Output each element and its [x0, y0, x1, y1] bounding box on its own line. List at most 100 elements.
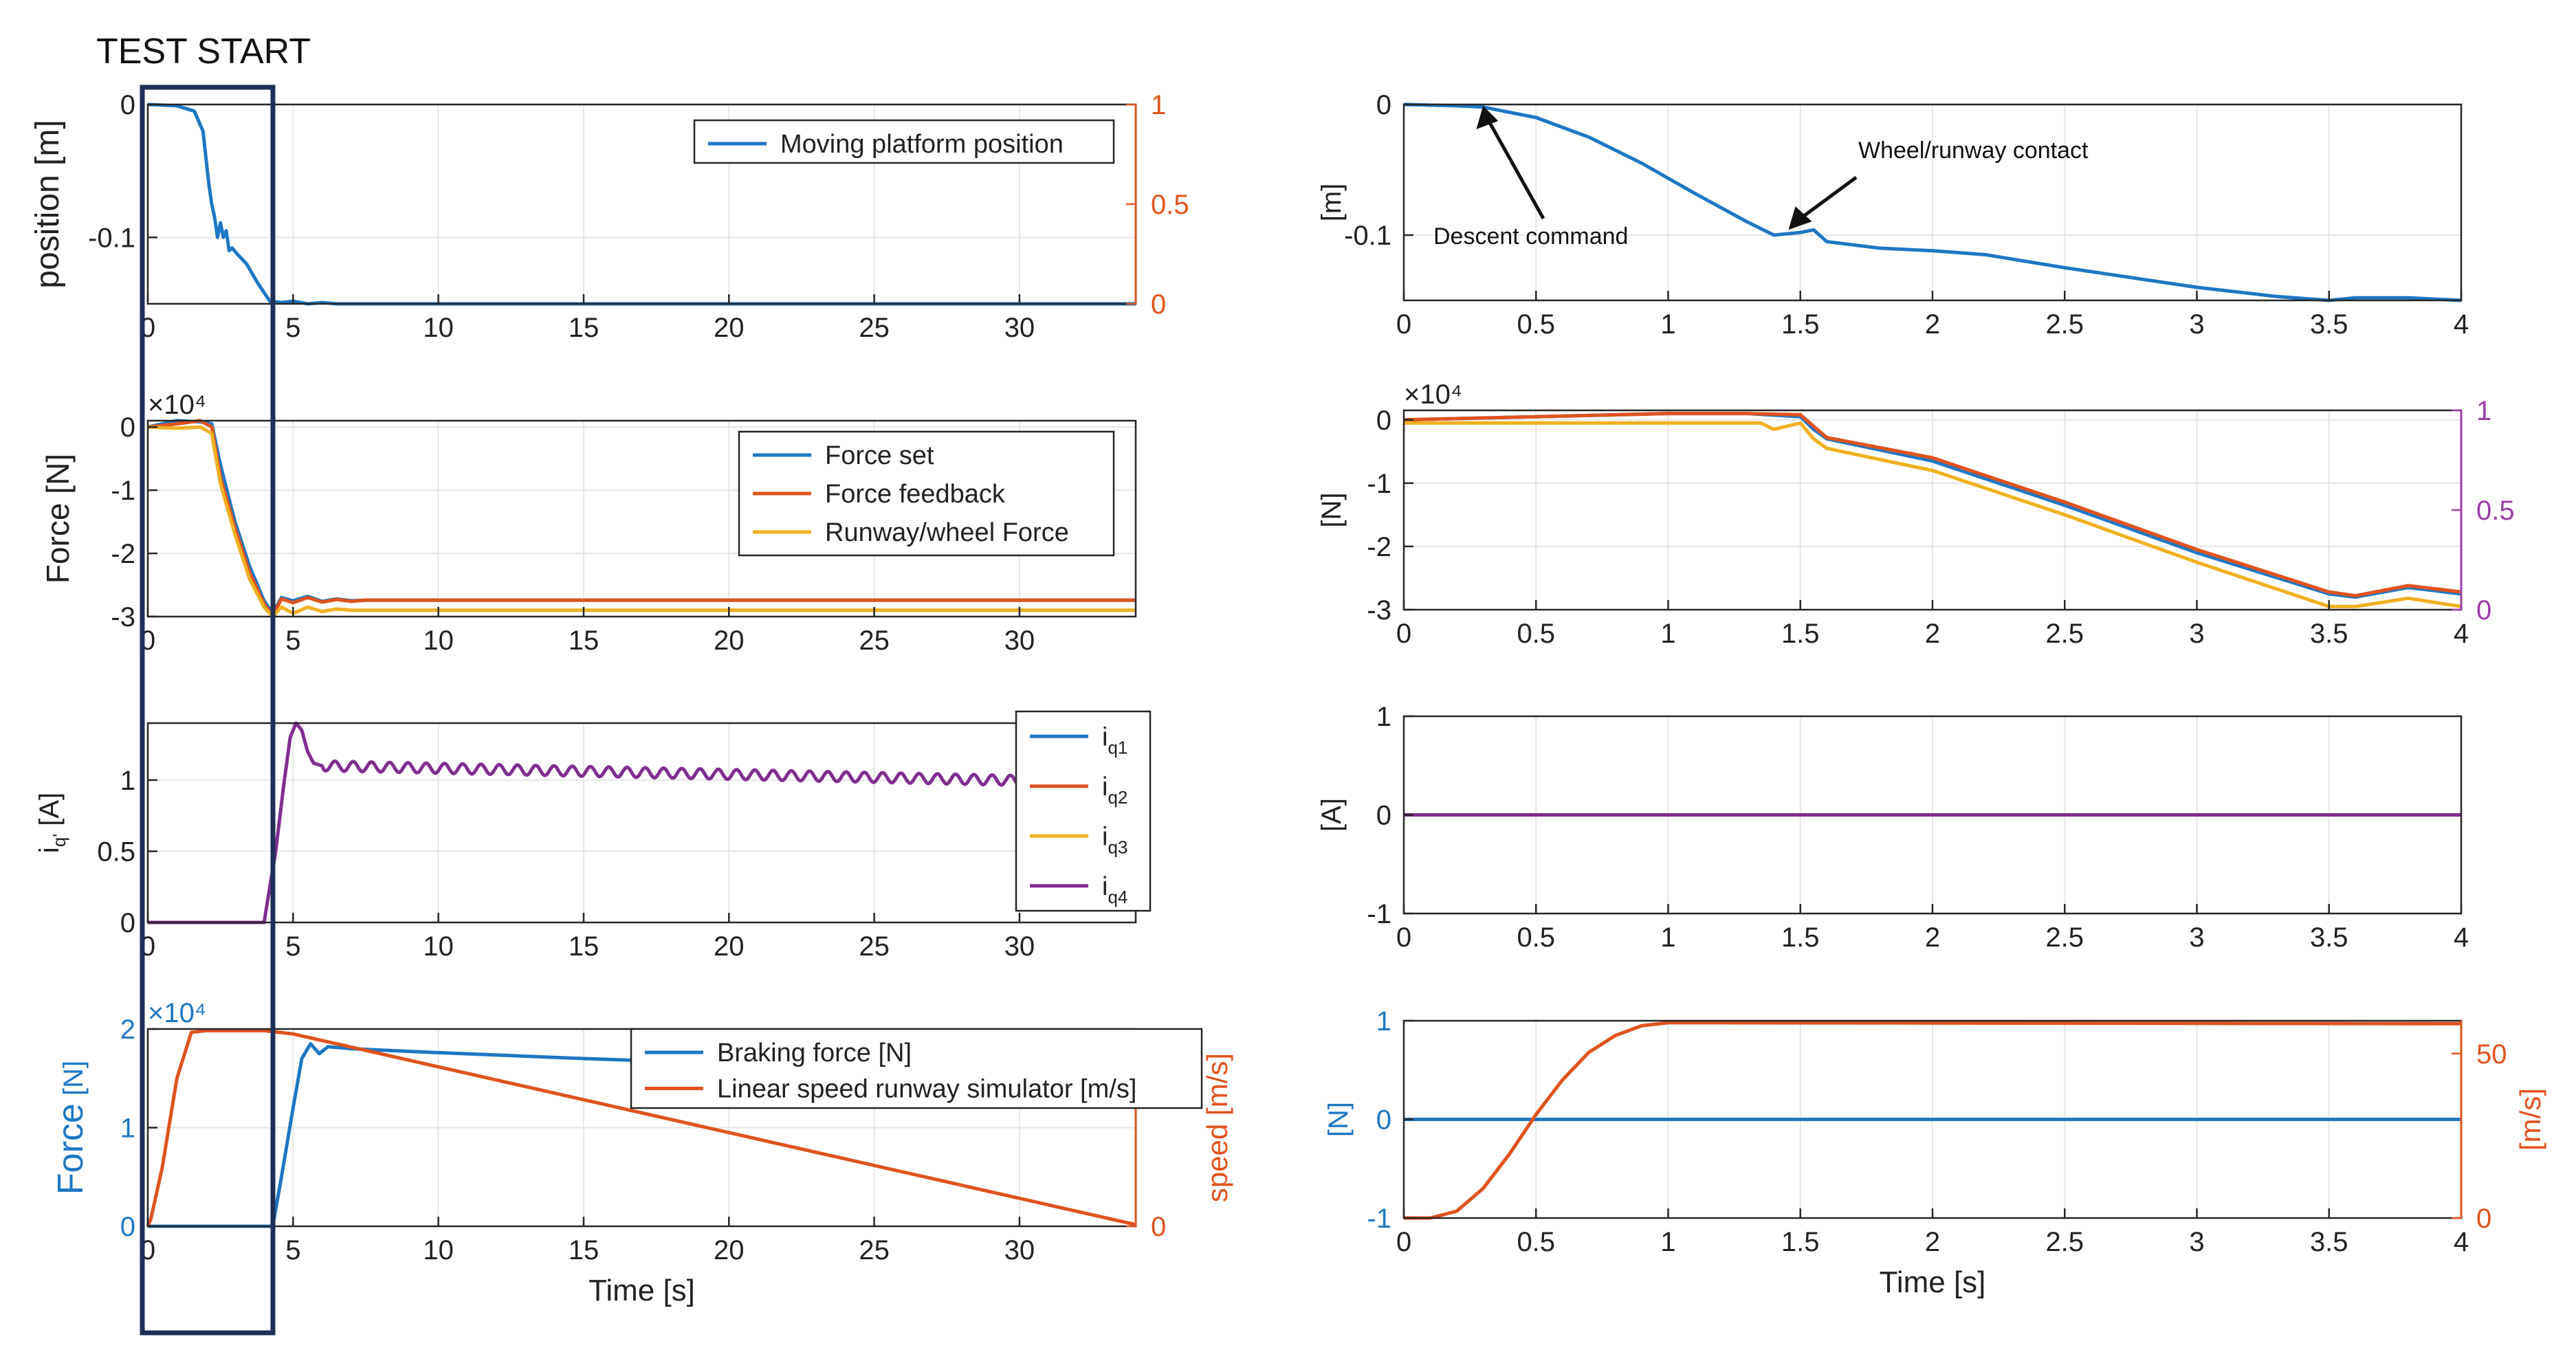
series-line-force-feedback — [1403, 412, 2462, 598]
y2-tick-label: 0.5 — [2476, 496, 2515, 526]
annotation-arrowhead — [1476, 106, 1499, 129]
series-line-linear-speed-runway-simulator-m-s- — [146, 1028, 1136, 1228]
x-tick-label: 3 — [2189, 1227, 2204, 1257]
x-tick-label: 15 — [569, 626, 599, 656]
x-tick-label: 10 — [423, 1235, 454, 1265]
x-tick-label: 1.5 — [1781, 922, 1820, 953]
x-tick-label: 30 — [1004, 931, 1035, 962]
y-axis-label-sub: q' — [49, 834, 69, 847]
legend-label-sub: q3 — [1108, 837, 1127, 857]
x-tick-label: 20 — [714, 313, 745, 343]
chart-r2: 0 0.5 1 1.5 2 2.5 3 3.5 40-1-2-310.50×10⁴[N] — [1317, 379, 2515, 649]
legend-label: iq2 — [1102, 773, 1127, 808]
y-tick-label: 0 — [120, 1212, 135, 1242]
y-axis-label: [m] — [1317, 184, 1347, 222]
x-tick-label: 0 — [1396, 619, 1411, 649]
y-tick-label: 2 — [120, 1015, 135, 1045]
x-tick-label: 25 — [859, 931, 890, 962]
legend: Braking force [N] Linear speed runway sim… — [630, 1028, 1203, 1109]
x-axis-label: Time [s] — [588, 1274, 695, 1307]
legend-label-main: i — [1102, 722, 1108, 751]
y-tick-label: -3 — [1367, 595, 1391, 626]
y2-tick-label: 0 — [2476, 1204, 2491, 1234]
y-tick-label: -1 — [1367, 899, 1391, 929]
x-tick-label: 2.5 — [2045, 309, 2084, 340]
y2-tick-label: 0.5 — [1151, 190, 1189, 220]
x-tick-label: 3 — [2189, 309, 2204, 340]
annotation-arrow — [1797, 175, 1858, 222]
legend-label: Force feedback — [825, 480, 1006, 509]
y-tick-label: 0 — [120, 90, 135, 120]
x-tick-label: 30 — [1004, 1235, 1035, 1265]
test-start-label: TEST START — [96, 32, 311, 71]
legend-label-main: Braking force [N] — [717, 1039, 912, 1067]
x-tick-label: 3 — [2189, 619, 2204, 649]
y-tick-label: 0.5 — [97, 837, 135, 867]
y-tick-label: -2 — [111, 539, 135, 569]
y-tick-label: -3 — [111, 602, 135, 632]
y-tick-label: 0 — [120, 412, 135, 443]
series-line-runway-wheel-force — [1404, 421, 2462, 608]
y-axis-label-main: Force — [51, 1103, 91, 1195]
y-axis-label-main: i — [34, 847, 65, 853]
x-tick-label: 2.5 — [2045, 619, 2084, 649]
x-tick-label: 30 — [1004, 313, 1035, 343]
y-tick-label: 0 — [1376, 406, 1391, 436]
annotations: Descent command Wheel/runway contact — [1433, 106, 2089, 250]
y-tick-label: 1 — [120, 1114, 135, 1144]
legend-label-main: Runway/wheel Force — [825, 518, 1069, 547]
y-tick-label: -1 — [1367, 1204, 1391, 1234]
y-axis-label: Force [N] — [40, 454, 76, 584]
y-axis-label-main: Force [N] — [40, 454, 76, 584]
y2-tick-label: 1 — [2476, 396, 2491, 426]
x-tick-label: 25 — [859, 1235, 890, 1265]
legend-label-main: Linear speed runway simulator [m/s] — [717, 1075, 1136, 1104]
series-line-iq4 — [147, 721, 1136, 925]
x-tick-label: 2 — [1925, 922, 1940, 953]
legend-box — [630, 1028, 1203, 1109]
chart-r1: 0 0.5 1 1.5 2 2.5 3 3.5 4 0 -0.1[m] Descent command… — [1317, 90, 2469, 340]
x-tick-label: 4 — [2454, 922, 2469, 953]
x-tick-label: 0.5 — [1517, 922, 1555, 953]
legend-label-main: i — [1102, 773, 1108, 801]
y-axis-label-main: [N] — [1323, 1102, 1354, 1137]
y2-axis-label: speed [m/s] — [1201, 1053, 1233, 1202]
x-tick-label: 2 — [1925, 309, 1940, 340]
axes-box — [146, 419, 1137, 618]
y-axis-label: [N] — [1317, 492, 1347, 527]
axes-box — [146, 722, 1137, 924]
x-tick-label: 25 — [859, 626, 890, 656]
x-tick-label: 20 — [714, 1235, 745, 1265]
x-tick-label: 3.5 — [2310, 922, 2348, 953]
x-tick-label: 1 — [1660, 309, 1675, 340]
x-tick-label: 4 — [2454, 619, 2469, 649]
y-tick-label: -0.1 — [1344, 221, 1391, 251]
legend-box — [693, 119, 1115, 164]
y-tick-label: 1 — [1376, 1006, 1391, 1037]
x-tick-label: 10 — [423, 626, 454, 656]
x-tick-label: 1 — [1660, 1227, 1675, 1257]
annotation-arrow — [1486, 117, 1545, 220]
x-tick-label: 10 — [423, 313, 454, 343]
x-tick-label: 3.5 — [2310, 309, 2348, 340]
x-tick-label: 1.5 — [1781, 309, 1820, 340]
x-tick-label: 3.5 — [2310, 1227, 2348, 1257]
legend-label: Linear speed runway simulator [m/s] — [717, 1075, 1136, 1104]
x-tick-label: 5 — [285, 313, 300, 343]
y-tick-label: 0 — [1376, 1105, 1391, 1136]
x-tick-label: 3.5 — [2310, 619, 2348, 649]
x-tick-label: 1.5 — [1781, 619, 1820, 649]
x-tick-label: 10 — [423, 931, 454, 962]
x-tick-label: 1 — [1660, 922, 1675, 953]
x-tick-label: 5 — [285, 931, 300, 962]
x-tick-label: 0 — [1396, 1227, 1411, 1257]
legend-label-sub: q1 — [1108, 737, 1127, 757]
y-axis-label-main: position [m] — [30, 120, 66, 288]
y2-tick-label: 0 — [2476, 595, 2491, 626]
legend-label-main: Force feedback — [825, 480, 1006, 509]
legend-label-main: i — [1102, 872, 1108, 901]
x-tick-label: 2.5 — [2045, 1227, 2084, 1257]
